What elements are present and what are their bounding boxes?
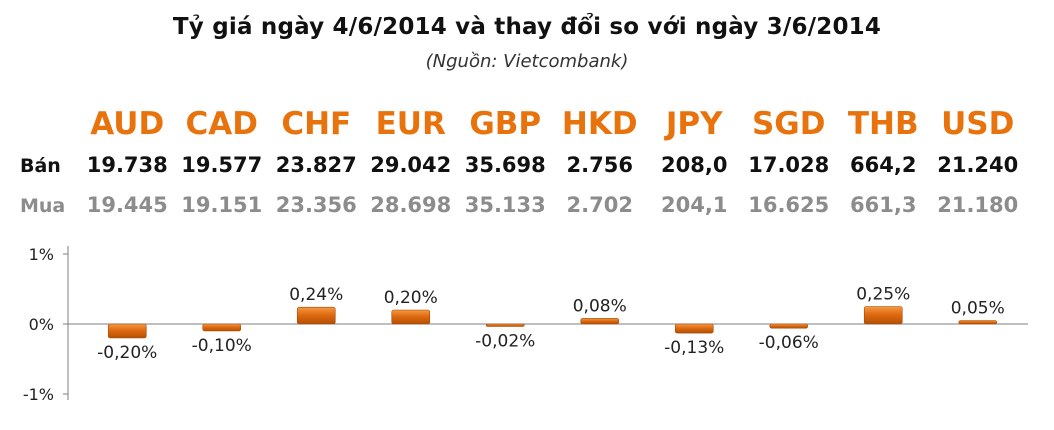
sell-row-label: Bán (20, 155, 61, 177)
currency-code: HKD (561, 106, 638, 142)
y-tick-label: 1% (29, 245, 54, 264)
sell-rate: 664,2 (850, 153, 917, 177)
buy-rate: 23.356 (275, 193, 357, 217)
bar-data-label: 0,08% (573, 296, 627, 316)
change-bar (769, 323, 809, 329)
sell-rate: 2.756 (566, 153, 633, 177)
change-bar (958, 320, 998, 325)
change-bar (580, 318, 620, 325)
change-bar (485, 323, 525, 327)
buy-rate: 204,1 (661, 193, 728, 217)
sell-rate: 29.042 (370, 153, 452, 177)
y-tick-label: 0% (29, 315, 54, 334)
sell-rate: 19.738 (86, 153, 168, 177)
buy-rate: 21.180 (937, 193, 1019, 217)
bar-data-label: 0,20% (384, 288, 438, 308)
bar-data-label: 0,25% (856, 285, 910, 305)
bar-data-label: 0,24% (289, 285, 343, 305)
currency-code: CAD (185, 106, 258, 142)
bar-data-label: -0,02% (475, 332, 535, 352)
buy-rate: 16.625 (748, 193, 830, 217)
currency-code: EUR (375, 106, 446, 142)
bar-data-label: -0,20% (97, 343, 157, 363)
buy-rate: 661,3 (850, 193, 917, 217)
buy-rate: 35.133 (464, 193, 546, 217)
buy-rate: 2.702 (566, 193, 633, 217)
buy-row-label: Mua (20, 195, 66, 217)
currency-code: JPY (665, 106, 723, 142)
change-bar (202, 323, 242, 332)
currency-code: CHF (281, 106, 352, 142)
change-bar (107, 323, 147, 339)
bar-data-label: -0,06% (759, 333, 819, 353)
sell-rate: 17.028 (748, 153, 830, 177)
currency-code: AUD (90, 106, 165, 142)
sell-rate: 23.827 (275, 153, 357, 177)
change-bar (296, 306, 336, 325)
sell-rate: 208,0 (661, 153, 728, 177)
bar-data-label: -0,13% (664, 338, 724, 358)
currency-code: GBP (469, 106, 542, 142)
change-bar (674, 323, 714, 334)
bar-data-label: 0,05% (951, 299, 1005, 319)
chart-subtitle: (Nguồn: Vietcombank) (425, 51, 629, 72)
chart-title: Tỷ giá ngày 4/6/2014 và thay đổi so với … (172, 14, 882, 40)
currency-code: THB (847, 106, 919, 142)
buy-rate: 28.698 (370, 193, 452, 217)
sell-rate: 21.240 (937, 153, 1019, 177)
change-bar (863, 306, 903, 325)
change-bar (391, 309, 431, 325)
buy-rate: 19.445 (86, 193, 168, 217)
sell-rate: 19.577 (181, 153, 263, 177)
currency-code: SGD (751, 106, 826, 142)
buy-rate: 19.151 (181, 193, 263, 217)
bar-data-label: -0,10% (192, 336, 252, 356)
currency-code: USD (941, 106, 1015, 142)
y-tick-label: -1% (23, 385, 54, 404)
sell-rate: 35.698 (464, 153, 546, 177)
